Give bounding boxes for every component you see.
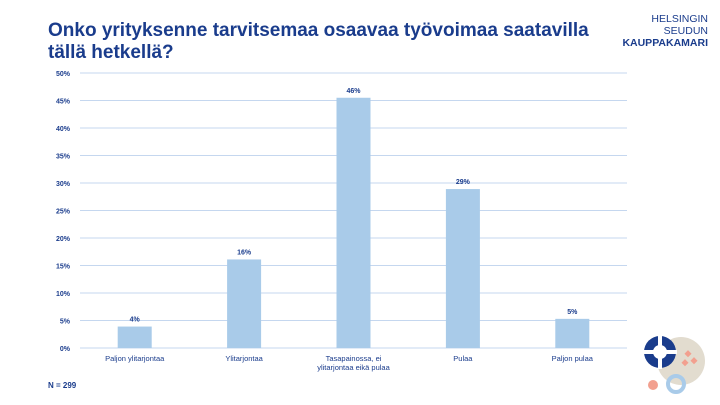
bar [227,259,262,348]
y-tick-label: 35% [56,154,71,161]
data-label: 46% [346,88,361,95]
y-tick-label: 40% [56,126,71,133]
y-tick-label: 0% [60,346,71,353]
x-tick-label: Paljon ylitarjontaa [105,354,165,363]
data-label: 5% [567,309,578,316]
y-tick-label: 10% [56,291,71,298]
y-tick-label: 20% [56,236,71,243]
bar [445,189,480,348]
y-tick-label: 5% [60,319,71,326]
logo-line1: HELSINGIN SEUDUN [651,13,708,37]
x-tick-label: Pulaa [453,354,473,363]
y-tick-label: 15% [56,264,71,271]
x-tick-label: Tasapainossa, ei [326,354,382,363]
brand-logo: HELSINGIN SEUDUN KAUPPAKAMARI [608,13,708,49]
page-title: Onko yrityksenne tarvitsemaa osaavaa työ… [48,20,589,63]
data-label: 16% [237,249,252,256]
y-tick-label: 45% [56,99,71,106]
y-tick-label: 25% [56,209,71,216]
y-tick-label: 30% [56,181,71,188]
data-label: 29% [456,179,471,186]
bar [336,97,371,348]
bar [117,326,152,348]
y-tick-label: 50% [56,71,71,78]
sample-size-label: N = 299 [48,381,77,390]
logo-line2: KAUPPAKAMARI [622,37,708,49]
data-label: 4% [130,317,141,324]
x-tick-label: Paljon pulaa [552,354,594,363]
x-tick-label: ylitarjontaa eikä pulaa [317,363,390,372]
bar [555,318,590,348]
x-tick-label: Ylitarjontaa [225,354,263,363]
